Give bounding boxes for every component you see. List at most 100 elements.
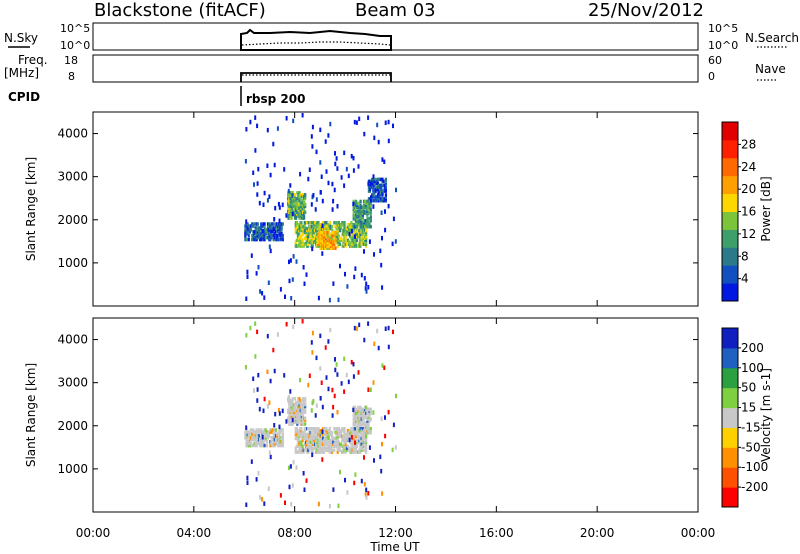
- data-cell: [298, 216, 301, 220]
- data-cell: [353, 119, 356, 125]
- colorbar-tick-label: 24: [741, 160, 756, 174]
- data-cell: [260, 226, 263, 230]
- nsky-frame: [92, 22, 699, 51]
- data-cell: [278, 428, 281, 432]
- data-cell: [358, 448, 361, 452]
- data-cell: [276, 434, 279, 438]
- data-cell: [365, 240, 368, 244]
- data-cell: [365, 411, 368, 415]
- data-cell: [365, 234, 368, 239]
- data-cell: [343, 389, 346, 394]
- data-cell: [291, 412, 294, 417]
- data-cell: [252, 234, 255, 238]
- data-cell: [359, 236, 362, 240]
- data-cell: [246, 436, 249, 440]
- data-cell: [316, 223, 319, 227]
- data-cell: [280, 443, 283, 448]
- data-cell: [289, 464, 292, 469]
- data-cell: [368, 217, 371, 221]
- data-cell: [321, 457, 324, 462]
- data-cell: [296, 234, 300, 239]
- data-cell: [328, 429, 331, 433]
- data-cell: [346, 224, 349, 229]
- data-cell: [366, 427, 369, 431]
- data-cell: [316, 221, 319, 225]
- data-cell: [280, 232, 283, 236]
- data-cell: [294, 242, 297, 246]
- data-cell: [293, 196, 297, 201]
- data-cell: [361, 421, 364, 425]
- data-cell: [336, 238, 339, 242]
- data-cell: [372, 204, 375, 209]
- data-cell: [301, 240, 304, 244]
- data-cell: [356, 224, 359, 229]
- data-cell: [323, 244, 326, 248]
- data-cell: [331, 181, 334, 187]
- data-cell: [327, 436, 330, 441]
- data-cell: [300, 406, 303, 411]
- data-cell: [247, 234, 250, 238]
- data-cell: [365, 289, 368, 294]
- data-cell: [326, 440, 329, 445]
- data-cell: [380, 210, 383, 215]
- data-cell: [321, 404, 324, 410]
- data-cell: [343, 432, 346, 437]
- data-cell: [251, 432, 254, 436]
- data-cell: [343, 444, 346, 448]
- data-cell: [323, 432, 326, 437]
- data-cell: [352, 434, 355, 439]
- data-cell: [280, 226, 283, 230]
- data-cell: [381, 235, 383, 241]
- data-cell: [358, 425, 361, 429]
- data-cell: [363, 249, 365, 254]
- data-cell: [317, 242, 320, 247]
- data-cell: [288, 204, 291, 209]
- data-cell: [370, 199, 373, 203]
- power-frame: [92, 111, 699, 307]
- data-cell: [333, 393, 336, 399]
- data-cell: [273, 443, 276, 448]
- data-cell: [323, 446, 326, 450]
- freq-frame: [92, 54, 699, 83]
- data-cell: [333, 244, 336, 248]
- data-cell: [307, 442, 310, 446]
- data-cell: [323, 230, 326, 235]
- data-cell: [384, 189, 387, 193]
- data-cell: [354, 228, 357, 233]
- data-cell: [296, 440, 300, 445]
- data-cell: [324, 139, 327, 144]
- data-cell: [372, 185, 375, 189]
- data-cell: [246, 224, 249, 228]
- data-cell: [327, 180, 330, 186]
- data-cell: [270, 234, 273, 238]
- data-cell: [367, 415, 370, 419]
- data-cell: [350, 359, 353, 365]
- data-cell: [256, 192, 259, 197]
- data-cell: [283, 167, 286, 172]
- data-cell: [247, 228, 250, 232]
- data-cell: [272, 237, 275, 242]
- x-tick-label: 20:00: [580, 526, 615, 540]
- data-cell: [362, 432, 365, 437]
- data-cell: [292, 414, 295, 418]
- data-cell: [324, 242, 327, 247]
- data-cell: [273, 432, 276, 436]
- data-cell: [257, 430, 261, 434]
- nsky-tick-top: 10^5: [60, 22, 90, 35]
- data-cell: [305, 478, 308, 483]
- data-cell: [270, 230, 273, 234]
- data-cell: [365, 230, 368, 235]
- data-cell: [353, 430, 356, 435]
- data-cell: [300, 223, 303, 227]
- data-cell: [363, 223, 367, 227]
- data-cell: [281, 434, 284, 438]
- data-cell: [343, 427, 346, 431]
- data-cell: [361, 215, 364, 219]
- data-cell: [246, 432, 249, 436]
- data-cell: [261, 229, 264, 234]
- data-cell: [276, 436, 279, 440]
- data-cell: [366, 219, 369, 223]
- data-cell: [281, 432, 284, 436]
- data-cell: [253, 388, 255, 393]
- data-cell: [378, 195, 381, 199]
